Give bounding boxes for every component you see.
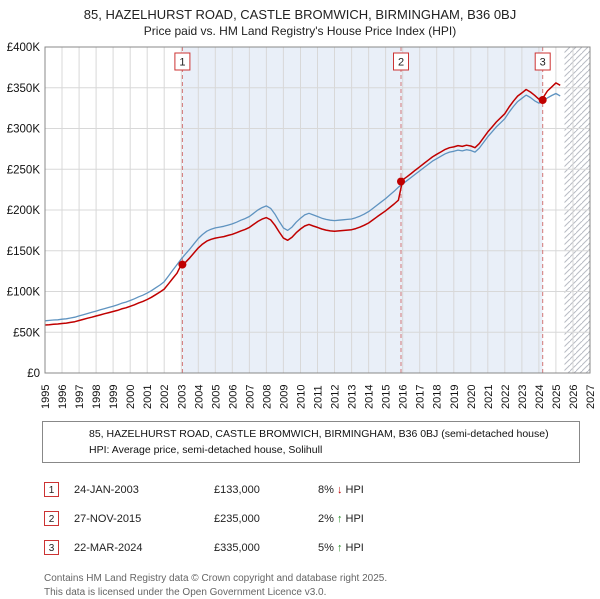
legend-label: 85, HAZELHURST ROAD, CASTLE BROMWICH, BI… bbox=[89, 428, 549, 441]
svg-text:2011: 2011 bbox=[313, 385, 325, 409]
svg-text:3: 3 bbox=[540, 57, 546, 69]
svg-text:£50K: £50K bbox=[13, 327, 40, 339]
sale-price: £133,000 bbox=[214, 483, 260, 496]
svg-text:2006: 2006 bbox=[227, 385, 239, 409]
sale-row-1: 1 24-JAN-2003 £133,000 8% ↓ HPI bbox=[44, 475, 600, 504]
hpi-line-swatch bbox=[51, 449, 81, 451]
svg-text:£150K: £150K bbox=[7, 246, 41, 258]
svg-text:2001: 2001 bbox=[142, 385, 154, 409]
sale-date: 24-JAN-2003 bbox=[74, 483, 139, 496]
sale-price: £235,000 bbox=[214, 512, 260, 525]
hpi-word: HPI bbox=[345, 541, 364, 554]
sale-number-badge: 2 bbox=[44, 511, 59, 527]
chart-header: 85, HAZELHURST ROAD, CASTLE BROMWICH, BI… bbox=[0, 0, 600, 39]
sale-number-badge: 1 bbox=[44, 482, 59, 498]
sale-hpi-delta: 8% ↓ HPI bbox=[318, 484, 600, 496]
svg-text:2004: 2004 bbox=[193, 385, 205, 409]
sale-date: 22-MAR-2024 bbox=[74, 541, 143, 554]
legend-item-property: 85, HAZELHURST ROAD, CASTLE BROMWICH, BI… bbox=[51, 426, 571, 442]
svg-text:2013: 2013 bbox=[347, 385, 359, 409]
svg-text:£200K: £200K bbox=[7, 205, 41, 217]
page-subtitle: Price paid vs. HM Land Registry's House … bbox=[143, 23, 457, 38]
svg-text:£350K: £350K bbox=[7, 83, 41, 95]
property-line-swatch bbox=[51, 433, 81, 436]
svg-text:2019: 2019 bbox=[449, 385, 461, 409]
svg-text:2007: 2007 bbox=[244, 385, 256, 409]
price-history-chart: 1 2 3 £0 £50K £100K £150K £200K £250K £300K £350K £… bbox=[7, 42, 597, 409]
legend-label: HPI: Average price, semi-detached house,… bbox=[89, 444, 323, 457]
up-arrow-icon: ↑ bbox=[336, 512, 343, 525]
svg-text:2027: 2027 bbox=[585, 385, 597, 409]
sale-number-badge: 3 bbox=[44, 540, 59, 556]
svg-text:2008: 2008 bbox=[261, 385, 273, 409]
chart-legend: 85, HAZELHURST ROAD, CASTLE BROMWICH, BI… bbox=[42, 421, 580, 464]
svg-text:2002: 2002 bbox=[159, 385, 171, 409]
svg-text:2018: 2018 bbox=[432, 385, 444, 409]
svg-text:2023: 2023 bbox=[517, 385, 529, 409]
svg-text:£100K: £100K bbox=[7, 287, 41, 299]
footer-line-1: Contains HM Land Registry data © Crown c… bbox=[44, 573, 388, 585]
legend-item-hpi: HPI: Average price, semi-detached house,… bbox=[51, 442, 571, 458]
sale-row-2: 2 27-NOV-2015 £235,000 2% ↑ HPI bbox=[44, 504, 600, 533]
svg-text:1996: 1996 bbox=[57, 385, 69, 409]
svg-text:2012: 2012 bbox=[330, 385, 342, 409]
svg-text:2015: 2015 bbox=[381, 385, 393, 409]
hpi-word: HPI bbox=[345, 512, 364, 525]
svg-text:£0: £0 bbox=[27, 368, 40, 380]
svg-text:2003: 2003 bbox=[176, 385, 188, 409]
svg-text:2021: 2021 bbox=[483, 385, 495, 409]
svg-text:1998: 1998 bbox=[91, 385, 103, 409]
svg-text:2024: 2024 bbox=[534, 385, 546, 409]
svg-text:2022: 2022 bbox=[500, 385, 512, 409]
sale-hpi-delta: 2% ↑ HPI bbox=[318, 513, 600, 525]
sale-pct: 5% bbox=[318, 541, 334, 554]
svg-text:2017: 2017 bbox=[415, 385, 427, 409]
svg-text:2014: 2014 bbox=[364, 385, 376, 409]
svg-text:2020: 2020 bbox=[466, 385, 478, 409]
up-arrow-icon: ↑ bbox=[336, 541, 343, 554]
svg-text:2016: 2016 bbox=[398, 385, 410, 409]
svg-text:2026: 2026 bbox=[568, 385, 580, 409]
svg-text:£300K: £300K bbox=[7, 124, 41, 136]
svg-text:1999: 1999 bbox=[108, 385, 120, 409]
svg-text:2000: 2000 bbox=[125, 385, 137, 409]
sale-price: £335,000 bbox=[214, 541, 260, 554]
hpi-word: HPI bbox=[345, 483, 364, 496]
sale-hpi-delta: 5% ↑ HPI bbox=[318, 542, 600, 554]
svg-text:2: 2 bbox=[398, 57, 404, 69]
down-arrow-icon: ↓ bbox=[336, 483, 343, 496]
svg-text:1995: 1995 bbox=[40, 385, 52, 409]
svg-text:2010: 2010 bbox=[296, 385, 308, 409]
svg-text:2009: 2009 bbox=[278, 385, 290, 409]
sale-pct: 2% bbox=[318, 512, 334, 525]
svg-text:£400K: £400K bbox=[7, 42, 41, 54]
svg-text:2005: 2005 bbox=[210, 385, 222, 409]
svg-text:2025: 2025 bbox=[551, 385, 563, 409]
footer-line-2: This data is licensed under the Open Gov… bbox=[44, 586, 327, 598]
sale-date: 27-NOV-2015 bbox=[74, 512, 142, 525]
svg-text:£250K: £250K bbox=[7, 164, 41, 176]
page-title: 85, HAZELHURST ROAD, CASTLE BROMWICH, BI… bbox=[83, 7, 517, 22]
license-footer: Contains HM Land Registry data © Crown c… bbox=[44, 572, 600, 599]
sale-row-3: 3 22-MAR-2024 £335,000 5% ↑ HPI bbox=[44, 533, 600, 562]
sales-table: 1 24-JAN-2003 £133,000 8% ↓ HPI 2 27-NOV… bbox=[44, 475, 600, 562]
sale-pct: 8% bbox=[318, 483, 334, 496]
svg-text:1: 1 bbox=[179, 57, 185, 69]
svg-text:1997: 1997 bbox=[74, 385, 86, 409]
